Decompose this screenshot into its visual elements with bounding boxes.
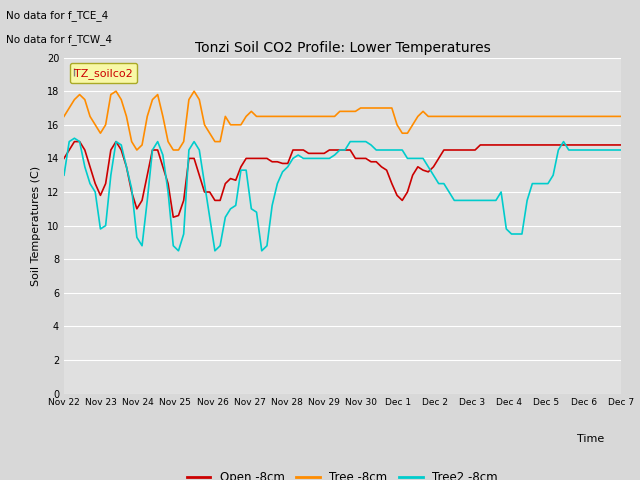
Tree2 -8cm xyxy=(617,147,625,153)
Title: Tonzi Soil CO2 Profile: Lower Temperatures: Tonzi Soil CO2 Profile: Lower Temperatur… xyxy=(195,41,490,55)
Tree -8cm xyxy=(560,114,568,120)
Line: Tree2 -8cm: Tree2 -8cm xyxy=(64,138,621,251)
Text: No data for f_TCW_4: No data for f_TCW_4 xyxy=(6,34,113,45)
Tree -8cm xyxy=(123,114,131,120)
Open -8cm xyxy=(123,164,131,170)
Tree -8cm xyxy=(331,114,339,120)
Tree2 -8cm xyxy=(60,172,68,178)
Tree2 -8cm xyxy=(154,139,161,144)
Y-axis label: Soil Temperatures (C): Soil Temperatures (C) xyxy=(31,166,41,286)
Tree2 -8cm xyxy=(123,164,131,170)
Open -8cm xyxy=(60,156,68,161)
Open -8cm xyxy=(170,214,177,220)
Line: Tree -8cm: Tree -8cm xyxy=(64,91,621,150)
Open -8cm xyxy=(154,147,161,153)
Tree -8cm xyxy=(549,114,557,120)
Tree -8cm xyxy=(513,114,520,120)
Line: Open -8cm: Open -8cm xyxy=(64,142,621,217)
Open -8cm xyxy=(331,147,339,153)
Tree2 -8cm xyxy=(331,152,339,158)
X-axis label: Time: Time xyxy=(577,434,604,444)
Tree2 -8cm xyxy=(549,172,557,178)
Open -8cm xyxy=(513,142,520,148)
Tree2 -8cm xyxy=(70,135,78,141)
Open -8cm xyxy=(617,142,625,148)
Text: No data for f_TCE_4: No data for f_TCE_4 xyxy=(6,10,109,21)
Legend: Open -8cm, Tree -8cm, Tree2 -8cm: Open -8cm, Tree -8cm, Tree2 -8cm xyxy=(182,466,503,480)
Tree -8cm xyxy=(617,114,625,120)
Open -8cm xyxy=(70,139,78,144)
Tree -8cm xyxy=(159,114,166,120)
Open -8cm xyxy=(549,142,557,148)
Tree2 -8cm xyxy=(513,231,520,237)
Tree -8cm xyxy=(60,114,68,120)
Tree -8cm xyxy=(133,147,141,153)
Tree -8cm xyxy=(112,88,120,94)
Tree2 -8cm xyxy=(560,139,568,144)
Open -8cm xyxy=(560,142,568,148)
Tree2 -8cm xyxy=(175,248,182,253)
